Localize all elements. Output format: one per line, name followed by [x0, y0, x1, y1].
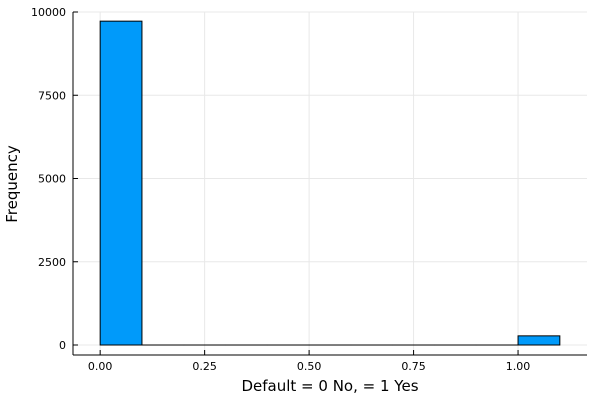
y-axis-title: Frequency — [3, 145, 21, 223]
bars-layer — [99, 20, 561, 346]
histogram-bar-0 — [99, 20, 143, 346]
x-tick-label-4: 1.00 — [506, 360, 531, 373]
y-tick-label-1: 2500 — [38, 256, 66, 269]
axes-layer — [72, 12, 587, 356]
x-axis-title: Default = 0 No, = 1 Yes — [241, 377, 418, 395]
y-tick-label-2: 5000 — [38, 173, 66, 186]
x-tick-label-2: 0.50 — [297, 360, 322, 373]
histogram-bar-10 — [517, 335, 561, 346]
grid-layer — [73, 11, 587, 355]
x-tick-label-0: 0.00 — [88, 360, 113, 373]
y-tick-label-0: 0 — [59, 339, 66, 352]
ticks-layer: 0.00 0.25 0.50 0.75 1.00 0 2500 5000 7500 10000 — [31, 6, 530, 373]
y-tick-label-3: 7500 — [38, 89, 66, 102]
y-tick-label-4: 10000 — [31, 6, 66, 19]
x-tick-label-3: 0.75 — [401, 360, 426, 373]
x-tick-label-1: 0.25 — [192, 360, 217, 373]
